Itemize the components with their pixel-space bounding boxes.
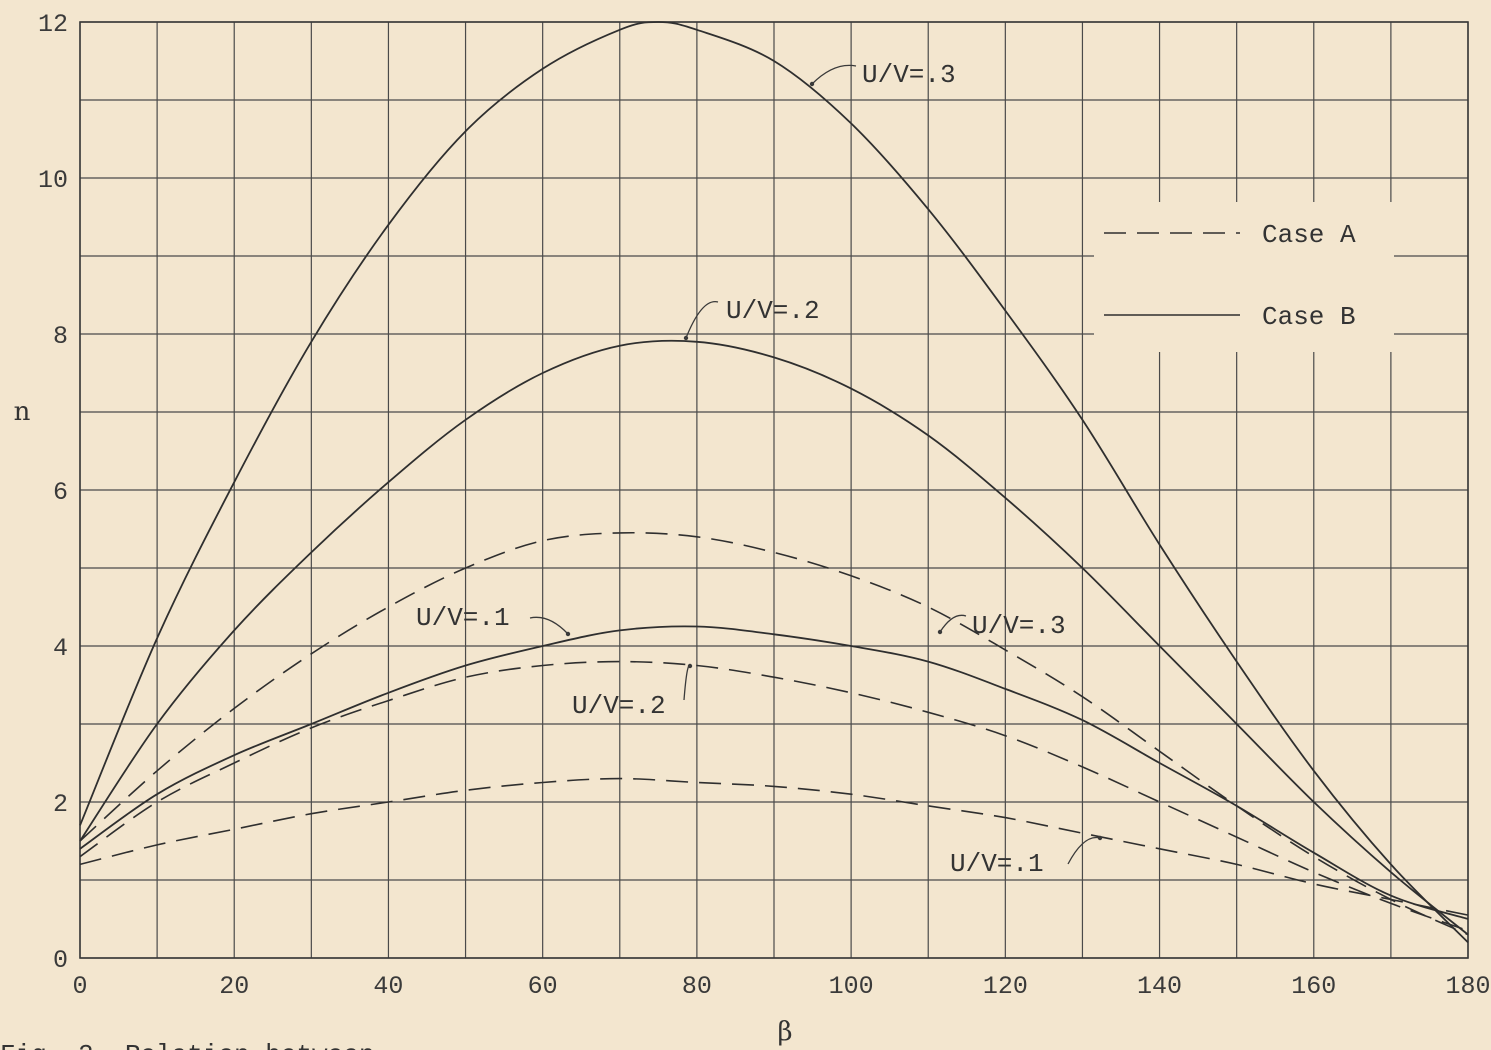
series-line-case-b-1 <box>79 339 1469 936</box>
y-tick-label: 8 <box>53 322 68 351</box>
legend: Case A Case B <box>1094 202 1394 352</box>
y-tick-label: 0 <box>53 946 68 975</box>
annotation-arrow <box>685 301 719 339</box>
series-line-case-b-0 <box>79 21 1469 944</box>
series-line-case-a-3 <box>79 531 1469 936</box>
annotation-arrow <box>939 614 967 633</box>
legend-background <box>1094 202 1394 352</box>
series-annotation: U/V=.2 <box>726 296 820 326</box>
series-line-case-a-5 <box>79 777 1469 916</box>
annotation-arrow <box>683 665 691 701</box>
series-annotation: U/V=.3 <box>972 611 1066 641</box>
y-tick-label: 10 <box>38 166 68 195</box>
x-tick-label: 80 <box>682 972 712 1001</box>
series-annotation: U/V=.3 <box>862 60 956 90</box>
annotation-arrow <box>811 64 857 85</box>
figure-caption: Fig. 2. Relation between <box>0 1040 374 1050</box>
tick-labels: 0 20 40 60 80 100 120 140 160 180 0 2 4 6 8 10 12 <box>38 10 1491 1001</box>
series-line-case-a-4 <box>79 660 1469 932</box>
legend-label: Case A <box>1262 220 1356 250</box>
series-annotation: U/V=.1 <box>950 849 1044 879</box>
x-tick-label: 60 <box>528 972 558 1001</box>
x-tick-label: 160 <box>1291 972 1336 1001</box>
y-axis-label: n <box>14 397 31 427</box>
y-tick-label: 2 <box>53 790 68 819</box>
annotation-arrow-head <box>1097 835 1103 841</box>
x-tick-label: 40 <box>373 972 403 1001</box>
x-tick-label: 140 <box>1137 972 1182 1001</box>
annotation-arrow <box>529 616 569 635</box>
x-tick-label: 180 <box>1445 972 1490 1001</box>
x-tick-label: 0 <box>72 972 87 1001</box>
y-tick-label: 12 <box>38 10 68 39</box>
x-tick-label: 20 <box>219 972 249 1001</box>
x-axis-label: β <box>777 1017 792 1047</box>
x-tick-label: 120 <box>983 972 1028 1001</box>
annotation-arrow-head <box>565 631 571 637</box>
annotations: U/V=.3 U/V=.2 U/V=.1 U/V=.3 U/V=.2 U/V=.1 <box>416 60 1103 879</box>
annotation-arrow-head <box>809 81 815 87</box>
series-annotation: U/V=.1 <box>416 603 510 633</box>
annotation-arrow-head <box>683 335 689 341</box>
plot-frame <box>79 21 1469 959</box>
annotation-arrow-head <box>937 629 943 635</box>
annotation-arrow-head <box>687 663 693 669</box>
y-tick-label: 4 <box>53 634 68 663</box>
series-group <box>79 21 1469 944</box>
legend-label: Case B <box>1262 302 1356 332</box>
y-tick-label: 6 <box>53 478 68 507</box>
x-tick-label: 100 <box>829 972 874 1001</box>
series-annotation: U/V=.2 <box>572 691 666 721</box>
annotation-arrow <box>1067 836 1101 865</box>
